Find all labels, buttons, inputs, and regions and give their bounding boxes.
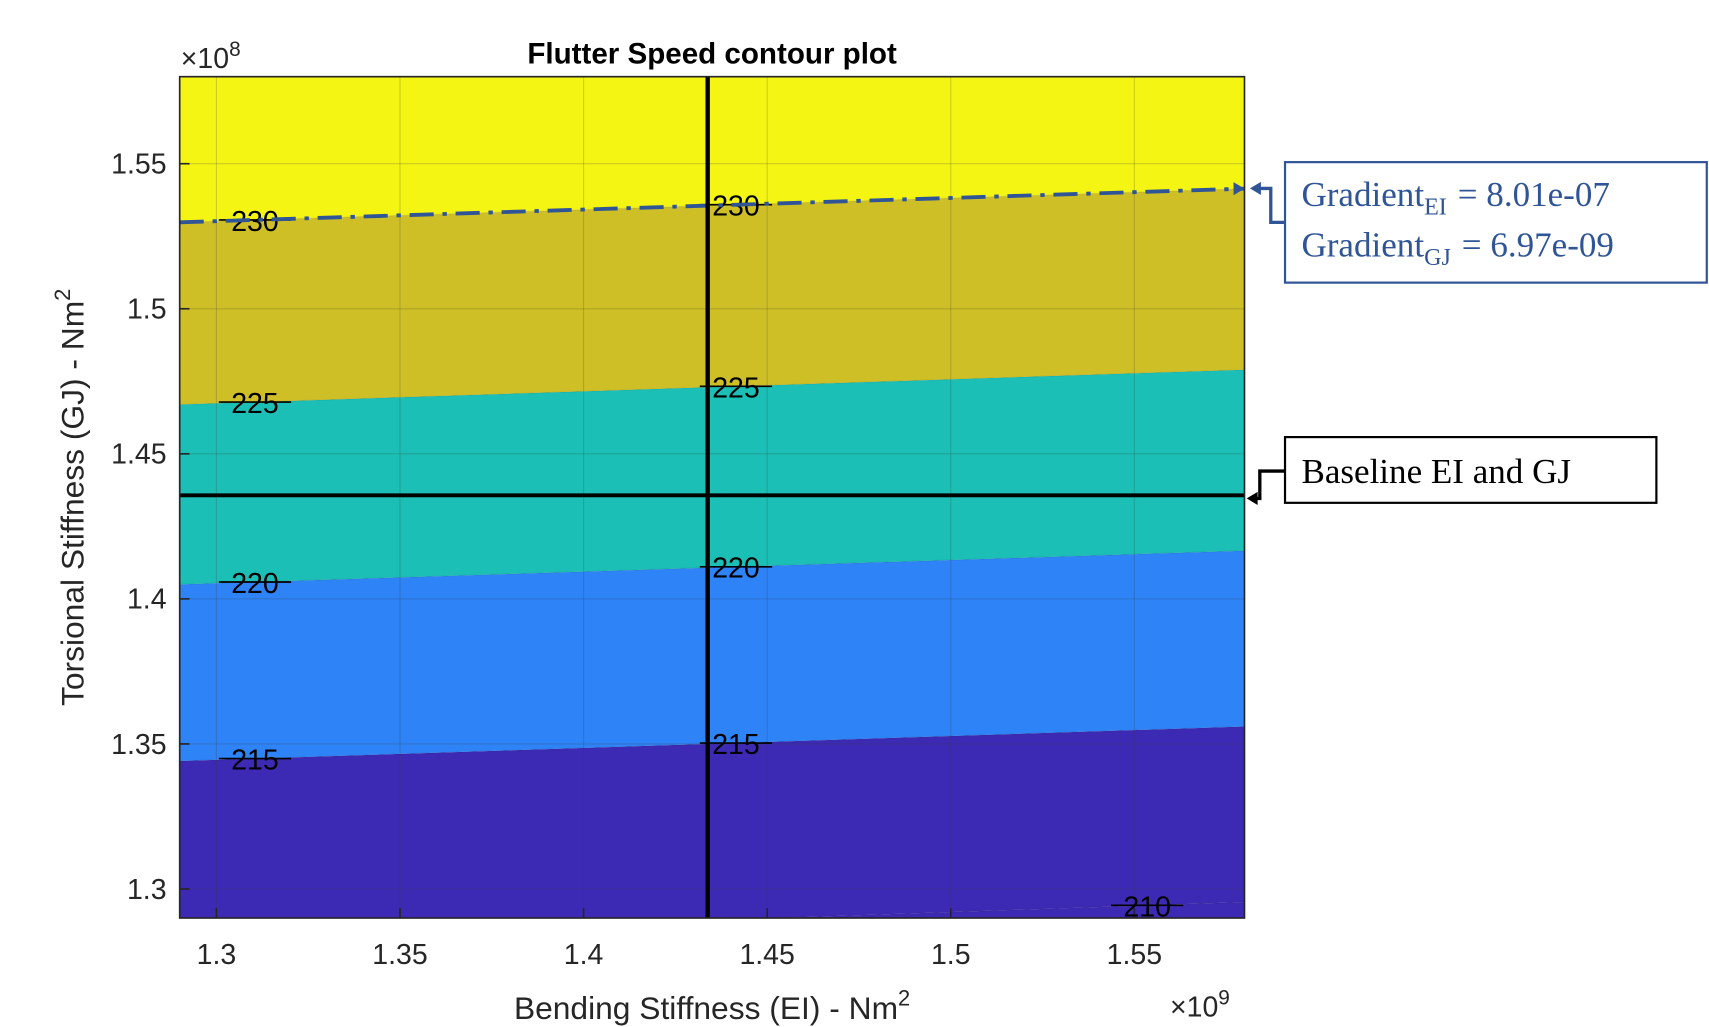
x-tick-label: 1.4 — [564, 939, 604, 971]
y-tick-label: 1.3 — [127, 874, 167, 906]
contour-line — [759, 901, 1245, 919]
x-axis-label: Bending Stiffness (EI) - Nm2 — [514, 986, 910, 1026]
chart-title: Flutter Speed contour plot — [527, 38, 897, 71]
y-tick-label: 1.45 — [111, 439, 166, 471]
contour-band — [179, 550, 1245, 762]
baseline-connector-arrow — [1246, 491, 1258, 506]
y-axis-label-text: Torsional Stiffness (GJ) - Nm — [54, 301, 90, 706]
gradient-connector — [1259, 186, 1286, 225]
gradient-arrow — [1233, 182, 1245, 196]
y-tick-label: 1.55 — [111, 149, 166, 181]
gradient-box — [1283, 161, 1708, 284]
gradient-text: GradientEI = 8.01e-07 — [1301, 175, 1609, 221]
y-multiplier-base: ×10 — [181, 43, 229, 75]
contour-label: 225 — [712, 372, 760, 404]
x-multiplier-base: ×10 — [1170, 992, 1218, 1024]
plot-frame — [178, 75, 1246, 919]
y-tick-label: 1.5 — [127, 294, 167, 326]
baseline-label: Baseline EI and GJ — [1301, 452, 1571, 491]
y-tick-label: 1.4 — [127, 584, 167, 616]
gradient-value: = 8.01e-07 — [1458, 175, 1610, 214]
contour-label: 215 — [712, 729, 760, 761]
x-multiplier-exp: 9 — [1218, 987, 1230, 1010]
x-multiplier: ×109 — [1170, 987, 1230, 1024]
gradient-name: Gradient — [1301, 225, 1424, 264]
y-axis-label: Torsional Stiffness (GJ) - Nm2 — [50, 289, 90, 706]
gradient-connector-arrow — [1249, 181, 1261, 195]
gradient-text: GradientGJ = 6.97e-09 — [1301, 225, 1614, 271]
grid — [179, 76, 1245, 919]
contour-band — [179, 369, 1245, 585]
gradient-name: Gradient — [1301, 175, 1424, 214]
x-tick-label: 1.35 — [372, 939, 427, 971]
x-axis-label-text: Bending Stiffness (EI) - Nm — [514, 990, 898, 1026]
contour-label: 215 — [231, 745, 279, 777]
baseline-box — [1283, 435, 1658, 504]
x-axis-label-sup: 2 — [898, 986, 910, 1011]
contour-band — [179, 726, 1245, 919]
x-tick-label: 1.55 — [1107, 939, 1162, 971]
contour-band — [179, 76, 1245, 223]
y-axis-label-sup: 2 — [50, 289, 75, 301]
contour-label: 220 — [712, 553, 760, 585]
gradient-line — [179, 186, 1245, 225]
y-multiplier: ×108 — [181, 38, 241, 75]
x-tick-label: 1.3 — [197, 939, 237, 971]
contour-band — [179, 188, 1245, 405]
contour-label: 220 — [231, 568, 279, 600]
y-multiplier-exp: 8 — [229, 38, 241, 61]
y-tick-label: 1.35 — [111, 729, 166, 761]
gradient-subscript: EI — [1424, 195, 1447, 221]
gradient-subscript: GJ — [1424, 245, 1451, 271]
x-tick-label: 1.5 — [931, 939, 971, 971]
x-tick-label: 1.45 — [739, 939, 794, 971]
contour-band — [775, 902, 1245, 919]
contour-fill — [179, 76, 1245, 919]
contour-label: 225 — [231, 388, 279, 420]
gradient-value: = 6.97e-09 — [1462, 225, 1614, 264]
